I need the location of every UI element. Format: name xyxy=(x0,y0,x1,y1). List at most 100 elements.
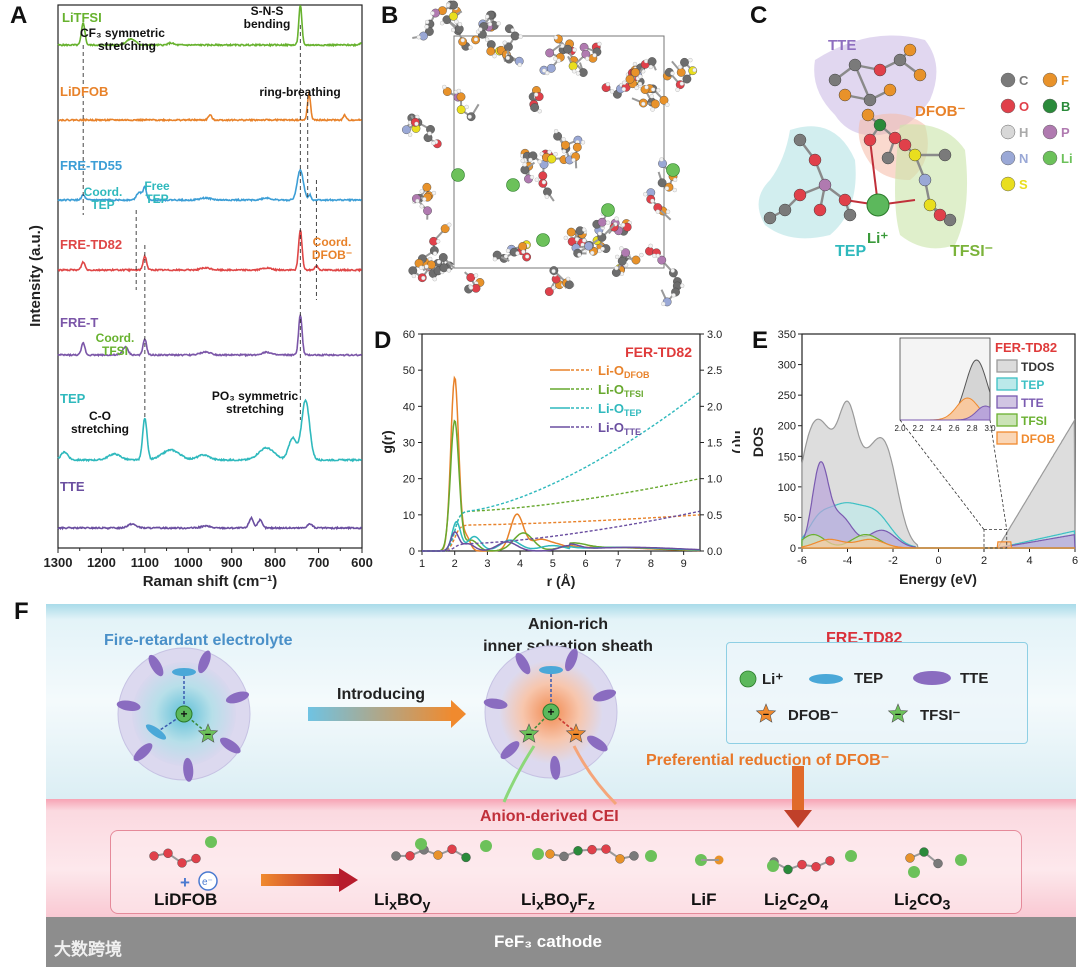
x-tick-label-d: 7 xyxy=(615,558,621,570)
inset-guide-line xyxy=(989,419,1008,530)
li-ion xyxy=(666,163,680,177)
panel-f-schematic: Fire-retardant electrolyte Anion-rich in… xyxy=(46,604,1076,967)
hydrogen-atom xyxy=(671,293,676,298)
y-tick-label-d: 20 xyxy=(403,474,415,486)
legend-atom-h xyxy=(1000,124,1016,140)
atom xyxy=(439,263,449,273)
panel-b-md-snapshot xyxy=(402,0,698,307)
atom xyxy=(778,203,792,217)
li-charge-plus: + xyxy=(180,707,187,721)
hydrogen-atom xyxy=(590,250,595,256)
hydrogen-atom xyxy=(478,27,483,32)
coordination-number-curve xyxy=(422,510,700,552)
y-axis-label-a: Intensity (a.u.) xyxy=(27,225,44,327)
hydrogen-atom xyxy=(692,67,697,73)
legend-tfsi-label: TFSI⁻ xyxy=(920,707,961,724)
hydrogen-atom xyxy=(622,80,627,85)
legend-atom-li xyxy=(1042,150,1058,166)
hydrogen-atom xyxy=(492,54,497,59)
inset-tte xyxy=(900,405,991,421)
hydrogen-atom xyxy=(537,159,542,164)
legend-atom-label: O xyxy=(1019,99,1029,114)
tte-molecule xyxy=(586,735,608,752)
atom xyxy=(813,203,827,217)
legend-atom-label: C xyxy=(1019,73,1029,88)
atom xyxy=(933,208,947,222)
legend-tfsi-icon xyxy=(887,703,909,723)
hydrogen-atom xyxy=(580,140,586,145)
legend-label-d: Li-OTFSI xyxy=(598,382,644,399)
tep-molecule xyxy=(539,666,563,674)
hydrogen-atom xyxy=(502,40,507,45)
hydrogen-atom xyxy=(650,107,655,112)
hydrogen-atom xyxy=(652,253,657,258)
hydrogen-atom xyxy=(422,197,427,202)
y-tick-label-d: 0 xyxy=(409,546,415,558)
legend-label-e: DFOB xyxy=(1021,432,1055,446)
hydrogen-atom xyxy=(545,70,550,76)
atom xyxy=(881,151,895,165)
atom xyxy=(863,133,877,147)
tep-molecule xyxy=(172,668,196,676)
hydrogen-atom xyxy=(427,131,432,136)
x-tick-label-a: 600 xyxy=(351,555,373,570)
hydrogen-atom xyxy=(440,21,445,26)
legend-atom-s xyxy=(1000,176,1016,192)
atom xyxy=(676,67,686,77)
hydrogen-atom xyxy=(638,74,643,79)
atom xyxy=(405,851,415,861)
li-charge-plus: + xyxy=(547,705,554,719)
hydrogen-atom xyxy=(431,190,437,196)
legend-atom-c xyxy=(1000,72,1016,88)
label-fre-td55: FRE-TD55 xyxy=(60,158,122,173)
atom xyxy=(873,118,887,132)
hydrogen-atom xyxy=(643,192,648,197)
hydrogen-atom xyxy=(431,140,436,146)
atom xyxy=(530,103,540,112)
hydrogen-atom xyxy=(688,57,693,63)
y-tick-label-e: 50 xyxy=(784,512,796,524)
reaction-arrow-body xyxy=(261,874,341,886)
hydrogen-atom xyxy=(415,198,420,204)
legend-atom-f xyxy=(1042,72,1058,88)
atom xyxy=(843,208,857,222)
hydrogen-atom xyxy=(425,19,430,25)
label-lidfob: LiDFOB xyxy=(60,84,108,99)
legend-atom-p xyxy=(1042,124,1058,140)
hydrogen-atom xyxy=(614,216,619,221)
y-tick-label-e: 100 xyxy=(778,482,796,494)
atom xyxy=(629,851,639,861)
inset-tick-label: 2.6 xyxy=(948,424,960,433)
legend-swatch-e xyxy=(996,413,1018,427)
x-tick-label-a: 800 xyxy=(264,555,286,570)
atom xyxy=(943,213,957,227)
anion-rich-label-1: Anion-rich xyxy=(528,616,608,633)
cei-arrow-green xyxy=(502,745,536,803)
atom xyxy=(391,851,401,861)
x-tick-label-d: 8 xyxy=(648,558,654,570)
species-legend xyxy=(726,642,1028,744)
atom xyxy=(520,165,530,175)
product-label-li2co3: Li2CO3 xyxy=(894,890,951,914)
atom xyxy=(913,68,927,82)
atom xyxy=(888,131,902,145)
hydrogen-atom xyxy=(675,87,680,92)
hydrogen-atom xyxy=(547,149,552,155)
legend-subscript: TFSI xyxy=(624,389,644,399)
x-tick-label-d: 5 xyxy=(550,558,556,570)
hydrogen-atom xyxy=(551,268,556,274)
anion-derived-cei-label: Anion-derived CEI xyxy=(480,808,619,825)
cathode-label: FeF₃ cathode xyxy=(494,932,602,951)
legend-label-d: Li-OTEP xyxy=(598,401,642,418)
annotation-a: S-N-S xyxy=(251,4,284,18)
hydrogen-atom xyxy=(655,209,660,214)
legend-atom-label: B xyxy=(1061,99,1070,114)
product-label-lixboyfz: LixBOyFz xyxy=(521,890,595,914)
tte-molecule xyxy=(198,650,211,674)
hydrogen-atom xyxy=(432,251,438,256)
hydrogen-atom xyxy=(648,64,653,70)
atom xyxy=(828,73,842,87)
hydrogen-atom xyxy=(577,252,582,258)
spectrum-tep xyxy=(57,398,363,463)
atom xyxy=(905,853,915,863)
